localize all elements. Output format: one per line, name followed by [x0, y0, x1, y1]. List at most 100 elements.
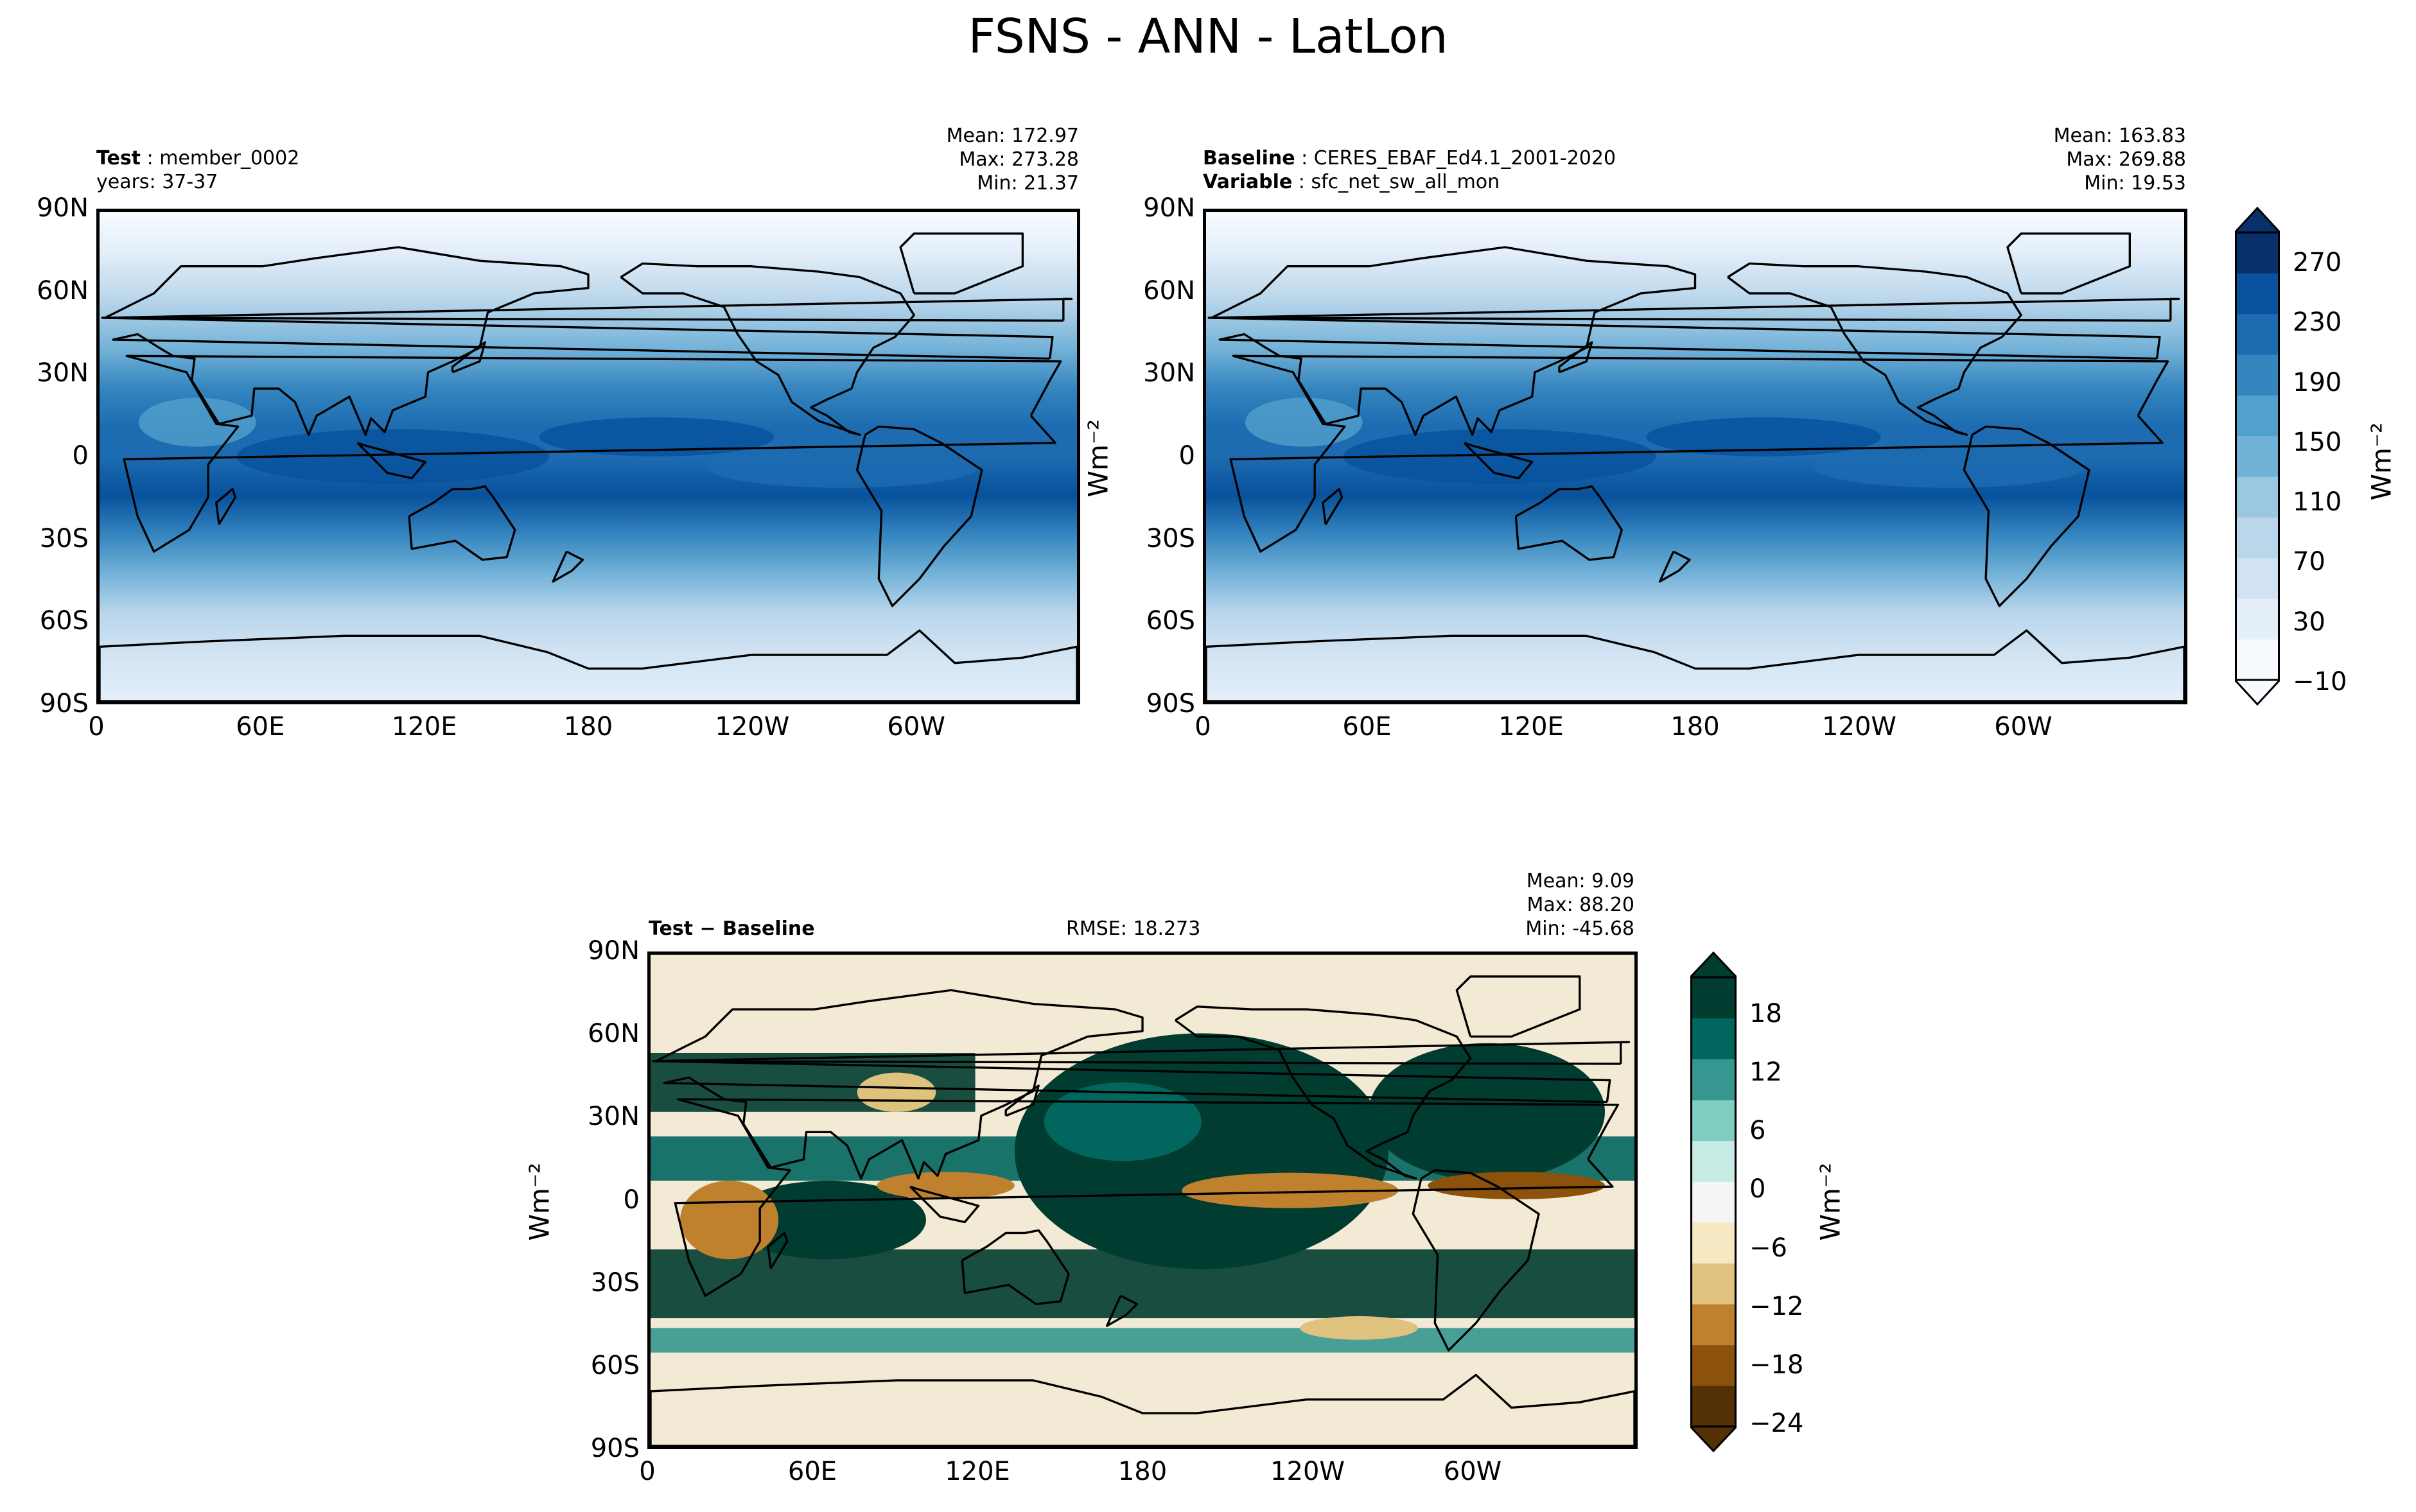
baseline-label-key: Baseline — [1203, 147, 1295, 169]
coastline-new-zealand — [1106, 1294, 1139, 1327]
coastline-uk — [652, 1041, 1631, 1065]
top-colorbar-tick: 150 — [2293, 427, 2342, 457]
baseline-ytick: 60N — [1143, 275, 1195, 306]
diff-colorbar-tick: −18 — [1749, 1350, 1804, 1380]
colorbar-segment — [1690, 1181, 1737, 1223]
colorbar-segment — [1690, 1304, 1737, 1346]
diff-xtick: 0 — [639, 1457, 656, 1486]
baseline-stats: Mean: 163.83 Max: 269.88 Min: 19.53 — [1929, 124, 2186, 195]
colorbar-segment — [2235, 517, 2280, 559]
diff-ytick: 30S — [590, 1267, 640, 1298]
test-xtick: 120W — [715, 712, 790, 742]
diff-ytick: 90N — [588, 936, 640, 966]
coastline-japan — [1558, 341, 1593, 374]
baseline-ytick: 0 — [1178, 441, 1195, 471]
coastline-north-america — [1727, 262, 2022, 436]
test-xtick: 60W — [887, 712, 945, 742]
test-ytick: 90N — [37, 193, 89, 223]
test-label: Test : member_0002 — [96, 147, 300, 169]
diff-ytick: 0 — [623, 1185, 640, 1215]
colorbar-frame — [2235, 231, 2280, 681]
colorbar-segment — [2235, 476, 2280, 518]
figure-title: FSNS - ANN - LatLon — [968, 9, 1448, 64]
coastline-japan — [1004, 1084, 1040, 1117]
top-colorbar — [2235, 207, 2280, 706]
field-feature — [857, 1072, 936, 1112]
colorbar-segment — [1690, 1386, 1737, 1427]
coastline-australia — [408, 485, 516, 561]
diff-max: Max: 88.20 — [1527, 894, 1634, 916]
diff-xtick: 180 — [1117, 1457, 1168, 1486]
colorbar-extend-max — [2235, 207, 2280, 234]
coastline-australia — [961, 1229, 1070, 1305]
colorbar-frame — [1690, 976, 1737, 1428]
colorbar-extend-min — [2235, 679, 2280, 706]
coastline-europe-asia — [103, 246, 1054, 436]
test-map — [96, 209, 1080, 704]
field-feature — [679, 1180, 779, 1260]
colorbar-segment — [1690, 1099, 1737, 1142]
colorbar-extend-min — [1690, 1425, 1737, 1452]
colorbar-segment — [2235, 354, 2280, 395]
coastline-africa — [674, 1098, 1620, 1297]
field-feature — [1343, 429, 1656, 484]
field-feature — [1245, 397, 1363, 447]
baseline-ytick: 90S — [1146, 689, 1195, 718]
top-colorbar-tick: 110 — [2293, 487, 2342, 517]
diff-mean: Mean: 9.09 — [1526, 870, 1634, 892]
field-feature — [1646, 417, 1881, 456]
diff-min: Min: -45.68 — [1525, 917, 1634, 940]
diff-colorbar-tick: 18 — [1749, 999, 1782, 1029]
test-xtick: 60E — [236, 712, 285, 742]
test-xtick: 180 — [563, 712, 613, 742]
colorbar-segment — [1690, 1140, 1737, 1182]
baseline-min: Min: 19.53 — [2084, 172, 2186, 195]
baseline-max: Max: 269.88 — [2066, 148, 2186, 171]
baseline-ytick: 30N — [1143, 358, 1195, 388]
field-feature — [539, 417, 775, 456]
test-stats: Mean: 172.97 Max: 273.28 Min: 21.37 — [822, 124, 1079, 195]
baseline-ylabel: Wm⁻² — [1082, 419, 1114, 498]
diff-xtick: 60W — [1443, 1457, 1502, 1486]
colorbar-segment — [1690, 1263, 1737, 1305]
diff-stats: Mean: 9.09 Max: 88.20 Min: -45.68 — [1378, 869, 1634, 941]
test-xtick: 120E — [391, 712, 457, 742]
test-min: Min: 21.37 — [977, 172, 1079, 195]
baseline-var-value: sfc_net_sw_all_mon — [1311, 171, 1500, 193]
diff-label-text: Test − Baseline — [649, 917, 815, 940]
test-ytick: 90S — [39, 689, 89, 718]
colorbar-segment — [1690, 1344, 1737, 1386]
field-feature — [236, 429, 550, 484]
coastline-indonesia — [1463, 442, 1534, 480]
top-colorbar-label: Wm⁻² — [2365, 422, 2397, 501]
coastline-greenland — [2006, 232, 2131, 295]
field-feature — [1428, 1172, 1606, 1199]
diff-ytick: 60N — [588, 1019, 640, 1049]
baseline-map — [1203, 209, 2187, 704]
baseline-var-key: Variable — [1203, 171, 1293, 193]
diff-ytick: 60S — [590, 1350, 640, 1380]
colorbar-segment — [1690, 1018, 1737, 1059]
coastline-new-zealand — [552, 550, 584, 583]
baseline-variable: Variable : sfc_net_sw_all_mon — [1203, 171, 1500, 193]
diff-ylabel: Wm⁻² — [523, 1163, 556, 1241]
colorbar-segment — [2235, 557, 2280, 599]
test-label-key: Test — [96, 147, 141, 169]
top-colorbar-tick: 30 — [2293, 607, 2325, 637]
diff-colorbar-tick: 6 — [1749, 1116, 1766, 1146]
baseline-ytick: 30S — [1146, 523, 1195, 553]
difference-map — [647, 952, 1638, 1449]
diff-xtick: 60E — [787, 1457, 837, 1486]
diff-xtick: 120E — [945, 1457, 1010, 1486]
colorbar-segment — [2235, 435, 2280, 477]
test-max: Max: 273.28 — [959, 148, 1079, 171]
field-feature — [1300, 1316, 1418, 1340]
diff-colorbar-label: Wm⁻² — [1814, 1163, 1846, 1241]
coastline-madagascar — [215, 488, 237, 525]
diff-colorbar — [1690, 952, 1737, 1452]
coastline-antarctica — [651, 1373, 1634, 1446]
diff-label: Test − Baseline — [649, 917, 815, 941]
baseline-xtick: 180 — [1670, 712, 1720, 742]
diff-colorbar-tick: −12 — [1749, 1291, 1804, 1321]
baseline-map-svg — [1206, 212, 2184, 701]
